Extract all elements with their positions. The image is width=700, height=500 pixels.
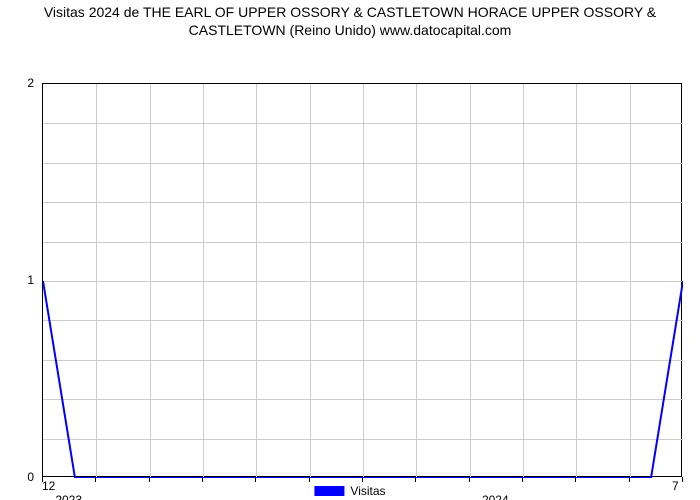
x-minor-tick xyxy=(255,477,256,482)
y-tick-label: 1 xyxy=(0,273,34,287)
x-minor-label-right: 7 xyxy=(672,479,679,493)
x-minor-tick xyxy=(309,477,310,482)
x-minor-label-left: 12 xyxy=(42,479,55,493)
chart-title-line2: CASTLETOWN (Reino Unido) www.datocapital… xyxy=(189,22,512,38)
x-major-label: 2024 xyxy=(482,493,509,500)
x-minor-tick xyxy=(362,477,363,482)
x-minor-tick xyxy=(522,477,523,482)
x-minor-tick xyxy=(629,477,630,482)
y-tick-label: 0 xyxy=(0,470,34,484)
x-minor-tick xyxy=(415,477,416,482)
x-minor-tick xyxy=(149,477,150,482)
x-minor-tick xyxy=(575,477,576,482)
x-minor-tick xyxy=(202,477,203,482)
x-major-label: 2023 xyxy=(55,493,82,500)
legend-swatch xyxy=(314,486,344,496)
x-minor-tick xyxy=(469,477,470,482)
series-line xyxy=(43,84,683,478)
legend: Visitas xyxy=(314,484,385,498)
legend-label: Visitas xyxy=(350,484,385,498)
x-minor-tick xyxy=(95,477,96,482)
x-minor-tick xyxy=(682,477,683,482)
chart-title: Visitas 2024 de THE EARL OF UPPER OSSORY… xyxy=(0,0,700,39)
y-tick-label: 2 xyxy=(0,76,34,90)
chart-title-line1: Visitas 2024 de THE EARL OF UPPER OSSORY… xyxy=(44,4,656,20)
plot-box xyxy=(42,83,682,477)
